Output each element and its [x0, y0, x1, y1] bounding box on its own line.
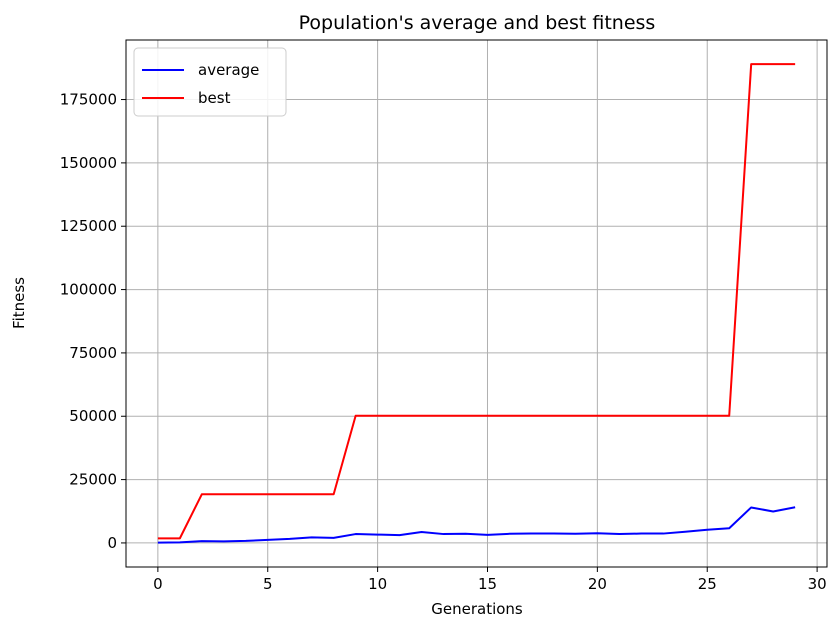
legend-label-average: average [198, 61, 259, 79]
series-line-average [157, 506, 796, 544]
grid [126, 40, 827, 567]
y-tick-label: 175000 [60, 91, 117, 109]
x-tick-label: 5 [263, 575, 273, 593]
legend-label-best: best [198, 89, 231, 107]
x-tick-label: 30 [808, 575, 827, 593]
x-tick-label: 20 [588, 575, 607, 593]
legend: average best [133, 47, 287, 117]
y-axis-label: Fitness [10, 277, 28, 329]
y-tick-label: 150000 [60, 154, 117, 172]
x-tick-label: 0 [153, 575, 163, 593]
x-tick-label: 15 [478, 575, 497, 593]
y-axis-ticks: 0 25000 50000 75000 100000 125000 150000 175000 [60, 91, 126, 552]
series-lines [157, 63, 796, 544]
x-axis-label: Generations [431, 600, 523, 618]
y-tick-label: 50000 [69, 407, 117, 425]
x-tick-label: 25 [698, 575, 717, 593]
x-axis-ticks: 0 5 10 15 20 25 30 [153, 567, 827, 593]
plot-frame [125, 39, 828, 568]
y-tick-label: 75000 [69, 344, 117, 362]
x-tick-label: 10 [368, 575, 387, 593]
y-tick-label: 0 [107, 534, 117, 552]
series-line-best [157, 63, 796, 540]
y-tick-label: 100000 [60, 281, 117, 299]
y-tick-label: 125000 [60, 217, 117, 235]
y-tick-label: 25000 [69, 471, 117, 489]
chart-title: Population's average and best fitness [299, 12, 656, 34]
